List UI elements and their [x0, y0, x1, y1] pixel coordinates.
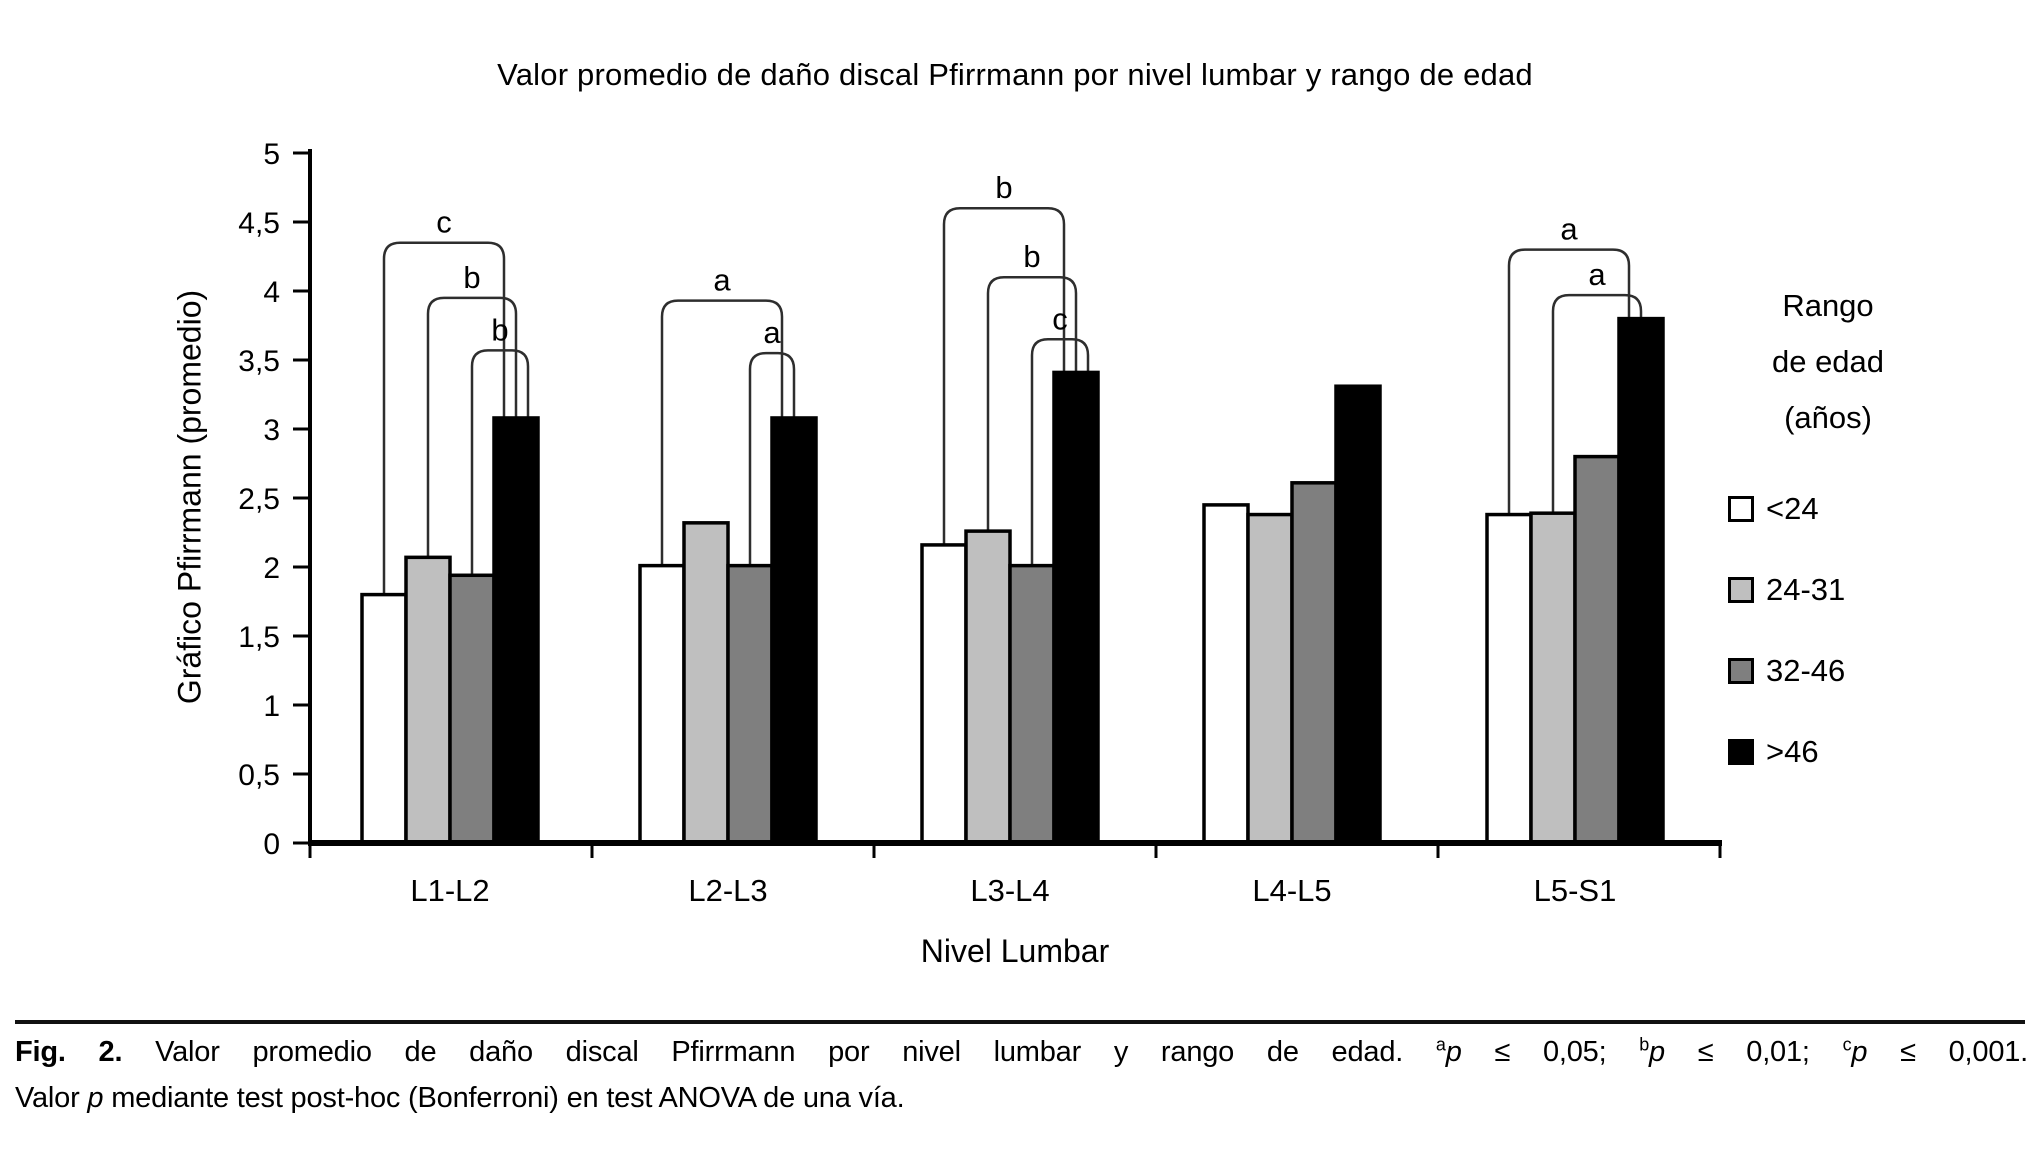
- significance-bracket-L1-L2-b: [470, 349, 530, 590]
- x-category-label-L2-L3: L2-L3: [688, 873, 767, 908]
- significance-label-L3-L4-c: c: [1052, 301, 1068, 336]
- bar-L5-S1-32-46: [1573, 454, 1621, 845]
- y-tick-label: 0: [263, 828, 280, 861]
- caption-line2-text: Valor: [15, 1082, 88, 1114]
- significance-bracket-L2-L3-a: [660, 299, 784, 580]
- legend-item-24-31: 24-31: [1728, 572, 1972, 608]
- significance-label-L5-S1-a: a: [1560, 212, 1578, 247]
- y-tick-label: 1: [263, 690, 280, 723]
- legend-swatch-gt46: [1728, 739, 1754, 765]
- significance-label-L3-L4-b: b: [1023, 239, 1040, 274]
- caption-line2-p: p: [87, 1082, 104, 1114]
- x-category-label-L3-L4: L3-L4: [970, 873, 1049, 908]
- significance-label-L2-L3-a: a: [713, 263, 731, 298]
- x-category-label-L5-S1: L5-S1: [1534, 873, 1617, 908]
- x-category-label-L4-L5: L4-L5: [1252, 873, 1331, 908]
- legend-item-lt24: <24: [1728, 491, 1972, 527]
- y-tick-label: 5: [263, 138, 280, 171]
- bar-L1-L2-24-31: [404, 555, 452, 845]
- bar-L1-L2-32-46: [448, 573, 496, 845]
- significance-bracket-L1-L2-b: [426, 296, 518, 572]
- bar-L3-L4-32-46: [1008, 563, 1056, 845]
- y-tick-label: 2,5: [238, 483, 280, 516]
- caption-line2-text: mediante test post-hoc (Bonferroni) en t…: [103, 1082, 905, 1114]
- legend-label: >46: [1766, 734, 1819, 769]
- chart-title: Valor promedio de daño discal Pfirrmann …: [497, 57, 1533, 92]
- bar-L3-L4->46: [1052, 370, 1100, 845]
- legend-title-line: (años): [1784, 400, 1872, 435]
- bar-L1-L2->46: [492, 416, 540, 845]
- legend-label: 32-46: [1766, 653, 1846, 688]
- significance-label-L1-L2-b: b: [463, 260, 480, 295]
- significance-label-L1-L2-c: c: [436, 205, 452, 240]
- significance-bracket-L5-S1-a: [1551, 293, 1643, 528]
- significance-bracket-L1-L2-c: [382, 241, 506, 609]
- sig-marker-a: a: [1435, 1034, 1446, 1055]
- bar-L1-L2-<24: [360, 592, 408, 845]
- legend-item-32-46: 32-46: [1728, 653, 1972, 689]
- significance-label-L2-L3-a: a: [763, 315, 781, 350]
- legend: Rango de edad (años) <24 24-31 32-46 >46: [1722, 278, 1972, 770]
- bar-L4-L5-<24: [1202, 503, 1250, 845]
- sig-cond-b: ≤ 0,01;: [1664, 1036, 1843, 1068]
- significance-label-L3-L4-b: b: [995, 170, 1012, 205]
- significance-label-L5-S1-a: a: [1588, 257, 1606, 292]
- bar-L4-L5-24-31: [1246, 512, 1294, 845]
- legend-swatch-32-46: [1728, 658, 1754, 684]
- x-category-label-L1-L2: L1-L2: [410, 873, 489, 908]
- legend-title-line: de edad: [1771, 344, 1885, 379]
- legend-swatch-lt24: [1728, 496, 1754, 522]
- legend-swatch-24-31: [1728, 577, 1754, 603]
- y-tick-label: 3,5: [238, 345, 280, 378]
- bar-L4-L5->46: [1334, 384, 1382, 845]
- figure-caption-line2: Valor p mediante test post-hoc (Bonferro…: [15, 1082, 2028, 1115]
- figure-label: Fig. 2.: [15, 1036, 123, 1068]
- bar-L2-L3-24-31: [682, 521, 730, 845]
- figure-caption-line1: Fig. 2. Valor promedio de daño discal Pf…: [15, 1034, 2029, 1069]
- bar-L2-L3->46: [770, 416, 818, 845]
- y-tick-label: 3: [263, 414, 280, 447]
- legend-title: Rango de edad (años): [1722, 278, 1934, 446]
- bar-L5-S1-24-31: [1529, 511, 1577, 845]
- y-tick-label: 1,5: [238, 621, 280, 654]
- legend-label: <24: [1766, 491, 1819, 526]
- sig-marker-c: c: [1842, 1034, 1852, 1055]
- sig-cond-a: ≤ 0,05;: [1461, 1036, 1640, 1068]
- bar-L3-L4-24-31: [964, 529, 1012, 845]
- y-tick-label: 2: [263, 552, 280, 585]
- significance-bracket-L3-L4-c: [1030, 338, 1090, 580]
- caption-body: Valor promedio de daño discal Pfirrmann …: [155, 1036, 1404, 1068]
- bar-L2-L3-<24: [638, 563, 686, 845]
- legend-item-gt46: >46: [1728, 734, 1972, 770]
- significance-bracket-L3-L4-b: [942, 206, 1066, 559]
- y-tick-label: 4,5: [238, 207, 280, 240]
- legend-title-line: Rango: [1782, 288, 1874, 323]
- sig-p: p: [1851, 1036, 1868, 1068]
- bar-L3-L4-<24: [920, 543, 968, 845]
- caption-divider: [15, 1020, 2025, 1024]
- significance-bracket-L2-L3-a: [748, 351, 796, 580]
- bar-L5-S1->46: [1617, 316, 1665, 845]
- y-tick-label: 0,5: [238, 759, 280, 792]
- bar-L4-L5-32-46: [1290, 481, 1338, 845]
- significance-bracket-L5-S1-a: [1507, 248, 1631, 529]
- sig-cond-c: ≤ 0,001.: [1867, 1036, 2029, 1068]
- significance-bracket-L3-L4-b: [986, 275, 1078, 546]
- bar-L5-S1-<24: [1485, 512, 1533, 845]
- sig-p: p: [1649, 1036, 1665, 1068]
- x-axis-title: Nivel Lumbar: [920, 933, 1110, 969]
- significance-label-L1-L2-b: b: [491, 312, 508, 347]
- y-tick-label: 4: [263, 276, 280, 309]
- sig-p: p: [1445, 1036, 1462, 1068]
- sig-marker-b: b: [1639, 1034, 1650, 1055]
- bar-L2-L3-32-46: [726, 563, 774, 845]
- legend-label: 24-31: [1766, 572, 1846, 607]
